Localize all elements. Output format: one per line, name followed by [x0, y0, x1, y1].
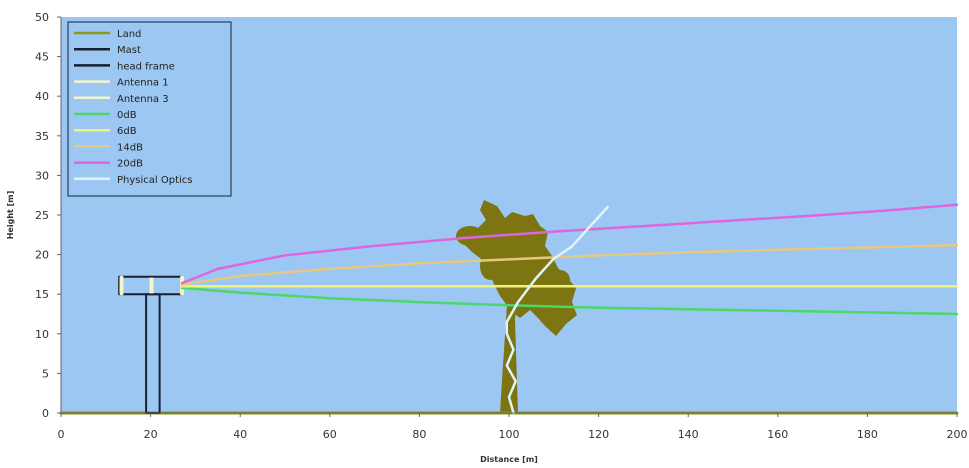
x-tick-label: 160	[767, 428, 788, 441]
y-tick-label: 35	[35, 130, 49, 143]
legend-label: Land	[117, 29, 141, 40]
legend-label: Mast	[117, 45, 141, 56]
x-tick-label: 0	[58, 428, 65, 441]
y-tick-label: 45	[35, 51, 49, 64]
series-line-20db	[180, 203, 959, 285]
tree-foliage	[509, 220, 541, 244]
y-tick-label: 5	[42, 367, 49, 380]
legend: Land Mast head frame Antenna 1 Antenna 3 0dB 6…	[67, 21, 232, 197]
series-line-physical-optics	[505, 205, 609, 415]
y-tick-label: 15	[35, 288, 49, 301]
x-axis-title: Distance [m]	[480, 455, 538, 464]
tree-foliage	[534, 288, 562, 312]
x-tick-label: 20	[144, 428, 158, 441]
y-tick-label: 40	[35, 90, 49, 103]
legend-label: 0dB	[117, 110, 137, 121]
legend-label: 6dB	[117, 126, 137, 137]
tree-image	[456, 200, 577, 413]
tree-foliage	[456, 226, 484, 246]
x-tick-label: 100	[499, 428, 520, 441]
legend-label: Physical Optics	[117, 175, 192, 186]
x-tick-label: 80	[412, 428, 426, 441]
legend-label: 14dB	[117, 142, 143, 153]
x-tick-label: 200	[947, 428, 968, 441]
y-tick-label: 20	[35, 249, 49, 262]
legend-label: head frame	[117, 61, 175, 72]
tree-foliage	[550, 270, 570, 290]
y-tick-label: 50	[35, 11, 49, 24]
legend-box	[67, 21, 232, 197]
y-tick-label: 30	[35, 169, 49, 182]
y-tick-label: 25	[35, 209, 49, 222]
x-tick-label: 40	[233, 428, 247, 441]
y-tick-label: 10	[35, 328, 49, 341]
y-tick-label: 0	[42, 407, 49, 420]
x-tick-label: 180	[857, 428, 878, 441]
x-tick-label: 140	[678, 428, 699, 441]
x-tick-label: 60	[323, 428, 337, 441]
tree-trunk	[500, 290, 518, 413]
legend-label: Antenna 1	[117, 78, 169, 89]
series-line-0db	[180, 286, 959, 316]
x-tick-label: 120	[588, 428, 609, 441]
legend-label: Antenna 3	[117, 94, 169, 105]
ticks: 0 20 40 60 80 100 120 140 160 180 200 0 5 10 15 20 25 30 3…	[35, 11, 968, 441]
legend-label: 20dB	[117, 159, 143, 170]
y-axis-title: Height [m]	[6, 191, 15, 240]
tree-foliage	[480, 252, 500, 280]
